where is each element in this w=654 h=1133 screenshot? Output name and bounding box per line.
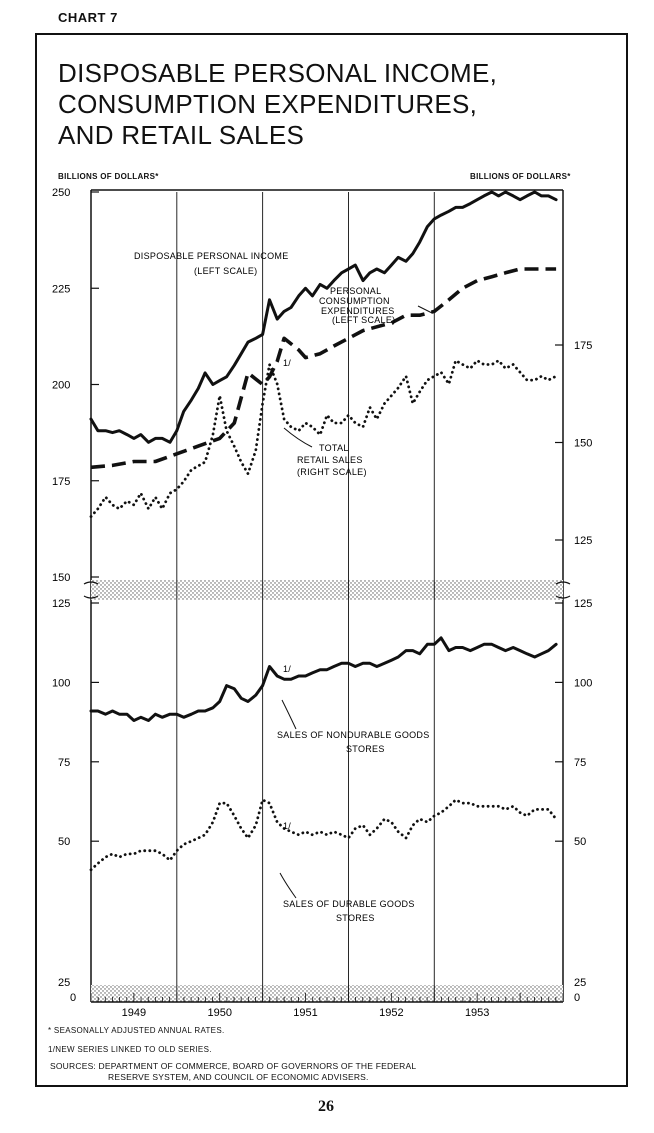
upper-link-note: 1/ — [283, 358, 291, 368]
pce-label-line-2: CONSUMPTION — [319, 296, 390, 306]
baseline-stipple-band — [91, 985, 563, 1002]
series-line-disposable-personal-income — [89, 190, 558, 444]
pce-label-line-1: PERSONAL — [330, 286, 381, 296]
sources-line-1: SOURCES: DEPARTMENT OF COMMERCE, BOARD O… — [50, 1061, 417, 1071]
left-tick-label: 0 — [70, 992, 76, 1004]
x-tick-label: 1953 — [465, 1007, 489, 1019]
title-line-2: CONSUMPTION EXPENDITURES, — [58, 89, 478, 119]
durable-pointer-arrow — [279, 872, 297, 899]
pce-label-line-3: EXPENDITURES — [321, 306, 395, 316]
axis-break-mark-right — [555, 581, 571, 599]
series-line-total-retail-sales — [89, 359, 558, 518]
durable-label-line-1: SALES OF DURABLE GOODS — [283, 899, 415, 909]
title-line-3: AND RETAIL SALES — [58, 120, 305, 150]
right-tick-label: 0 — [574, 992, 580, 1004]
x-tick-label: 1949 — [122, 1007, 146, 1019]
series-line-consumption-expenditures — [90, 267, 557, 470]
left-tick-label: 75 — [58, 757, 70, 769]
nondurable-label-line-2: STORES — [346, 744, 385, 754]
footnote-seasonal: * SEASONALLY ADJUSTED ANNUAL RATES. — [48, 1026, 225, 1035]
x-tick-label: 1951 — [293, 1007, 317, 1019]
footnote-linked-series: 1/NEW SERIES LINKED TO OLD SERIES. — [48, 1045, 212, 1054]
page-number: 26 — [318, 1098, 334, 1115]
retail-label-line-1: TOTAL — [319, 443, 349, 453]
axis-break-mark-left — [83, 581, 99, 599]
x-tick-label: 1950 — [207, 1007, 231, 1019]
dpi-scale-note: (LEFT SCALE) — [194, 266, 257, 276]
axis-break-band — [91, 580, 563, 600]
retail-label-line-2: RETAIL SALES — [297, 455, 363, 465]
sources-line-2: RESERVE SYSTEM, AND COUNCIL OF ECONOMIC … — [108, 1072, 369, 1082]
right-tick-label: 100 — [574, 677, 592, 689]
nondurable-link-note: 1/ — [283, 664, 291, 674]
retail-scale-note: (RIGHT SCALE) — [297, 467, 367, 477]
x-axis-year-labels: 1949 1950 1951 1952 1953 — [122, 1007, 490, 1019]
right-tick-label: 125 — [574, 535, 592, 547]
durable-label-line-2: STORES — [336, 913, 375, 923]
right-tick-label: 175 — [574, 340, 592, 352]
sources-note: SOURCES: DEPARTMENT OF COMMERCE, BOARD O… — [50, 1061, 416, 1083]
nondurable-label-line-1: SALES OF NONDURABLE GOODS — [277, 730, 430, 740]
chart-number-label: CHART 7 — [58, 10, 118, 25]
left-tick-label: 175 — [52, 476, 70, 488]
left-tick-label: 200 — [52, 380, 70, 392]
left-tick-label: 250 — [52, 187, 70, 199]
right-tick-label: 25 — [574, 977, 586, 989]
left-tick-label: 125 — [52, 598, 70, 610]
series-layer — [89, 190, 558, 872]
series-line-durable-goods-sales — [89, 798, 558, 872]
dpi-series-label: DISPOSABLE PERSONAL INCOME — [134, 251, 289, 261]
series-line-nondurable-goods-sales — [89, 636, 558, 722]
left-axis-unit-label: BILLIONS OF DOLLARS* — [58, 172, 159, 181]
chart-frame — [35, 33, 628, 1087]
x-tick-label: 1952 — [379, 1007, 403, 1019]
left-tick-label: 225 — [52, 283, 70, 295]
nondurable-pointer-arrow — [281, 699, 297, 730]
left-tick-label: 100 — [52, 677, 70, 689]
right-axis-unit-label: BILLIONS OF DOLLARS* — [470, 172, 571, 181]
left-tick-label: 150 — [52, 572, 70, 584]
pce-pointer-arrow — [417, 305, 433, 314]
right-tick-label: 125 — [574, 598, 592, 610]
right-tick-label: 150 — [574, 438, 592, 450]
retail-pointer-arrow — [283, 427, 313, 448]
left-tick-label: 25 — [58, 977, 70, 989]
title-line-1: DISPOSABLE PERSONAL INCOME, — [58, 58, 498, 88]
durable-link-note: 1/ — [283, 821, 291, 831]
chart-title: DISPOSABLE PERSONAL INCOME, CONSUMPTION … — [58, 58, 497, 151]
left-tick-label: 50 — [58, 836, 70, 848]
right-tick-label: 75 — [574, 757, 586, 769]
pce-scale-note: (LEFT SCALE) — [332, 315, 395, 325]
upper-panel-ticks: 150 175 200 225 250 125 150 175 — [52, 187, 592, 584]
right-tick-label: 50 — [574, 836, 586, 848]
month-tick-marks — [90, 993, 564, 1002]
